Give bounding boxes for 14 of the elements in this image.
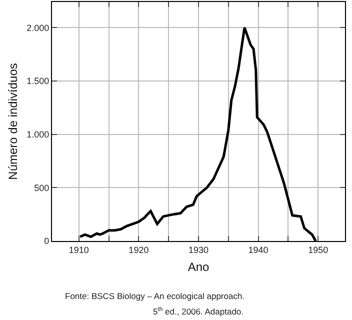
x-tick-label: 1920 [128, 244, 149, 255]
y-tick-label: 0 [44, 236, 50, 246]
text: 5$^{th}$ ed., 2006. Adaptado. [153, 306, 244, 317]
x-tick-label: 1950 [308, 244, 328, 255]
x-tick-label: 1930 [188, 244, 209, 255]
y-tick-label: 500 [34, 182, 50, 193]
y-tick-label: 1.500 [26, 76, 50, 86]
x-tick-label: 1910 [68, 244, 89, 255]
y-axis-title: Número de indivíduos [6, 63, 20, 180]
x-axis-title: Ano [188, 260, 210, 274]
y-tick-label: 1.000 [26, 129, 50, 140]
y-tick-label: 2.000 [26, 22, 50, 33]
source-note: Fonte: BSCS Biology – An ecological approach. [65, 291, 245, 301]
x-tick-label: 1940 [248, 244, 268, 255]
